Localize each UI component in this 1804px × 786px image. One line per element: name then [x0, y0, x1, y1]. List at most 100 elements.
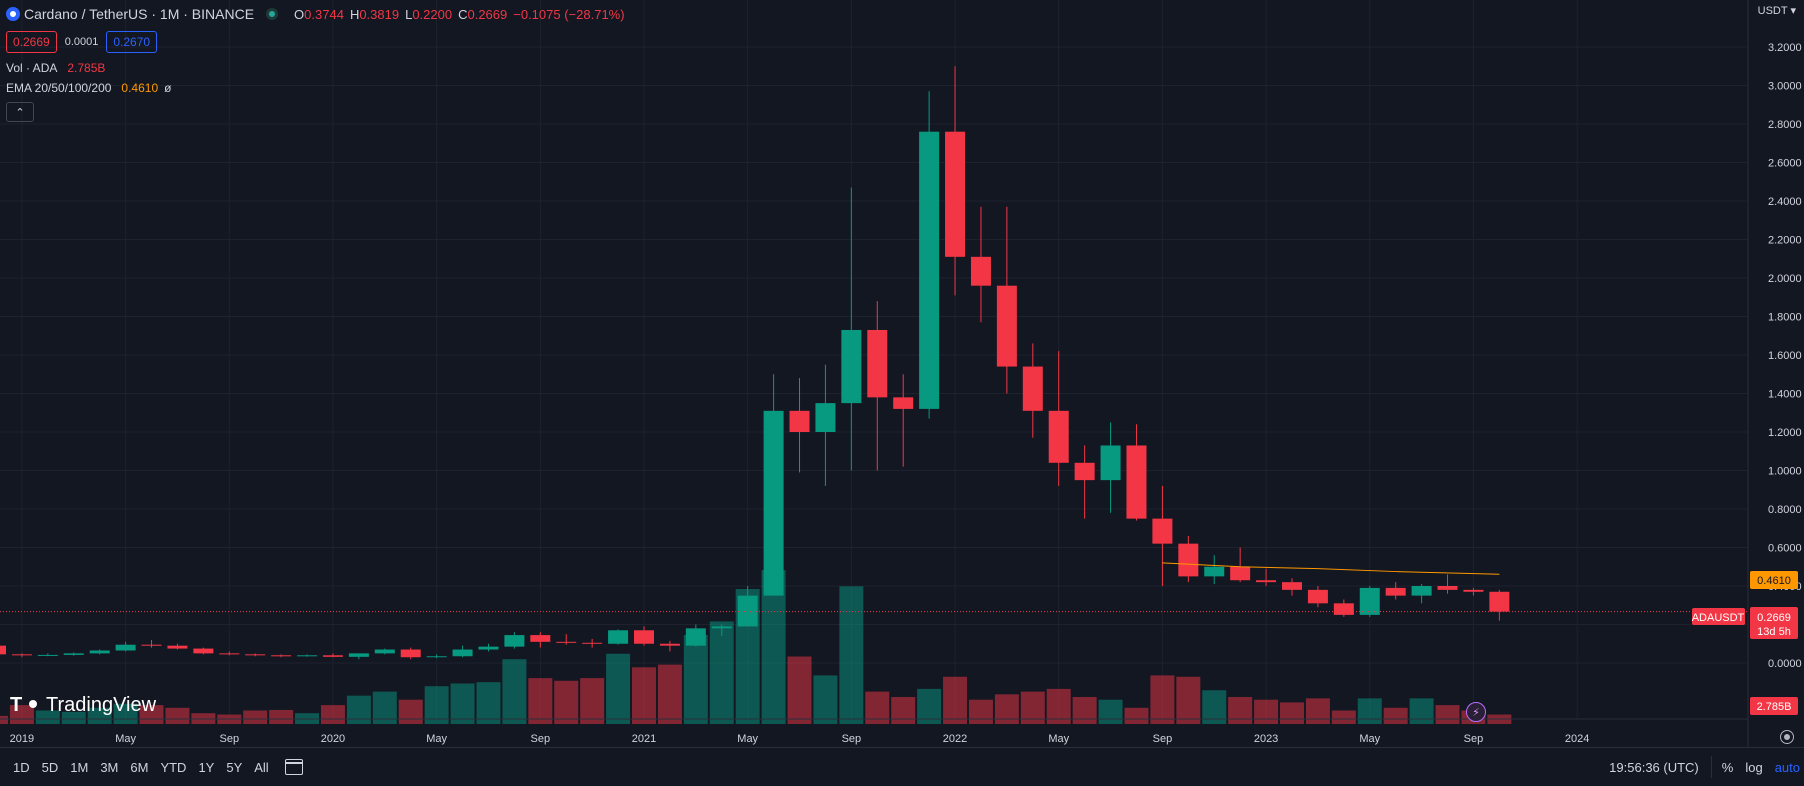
candle-body	[348, 653, 369, 657]
volume-bar	[994, 694, 1019, 724]
volume-bar	[1305, 698, 1330, 724]
volume-bar	[346, 695, 371, 724]
volume-bar	[502, 659, 527, 724]
timeframe-6m[interactable]: 6M	[130, 759, 149, 775]
candle-body	[426, 656, 447, 658]
volume-bar	[709, 621, 734, 724]
volume-bar	[1202, 690, 1227, 724]
price-tick-label: 3.0000	[1768, 81, 1802, 93]
volume-bar	[1124, 707, 1149, 724]
market-status-icon[interactable]	[266, 8, 279, 20]
volume-bar	[813, 675, 838, 724]
volume-indicator-value: 2.785B	[67, 61, 106, 75]
timeframe-5y[interactable]: 5Y	[226, 759, 243, 775]
ema-indicator-label[interactable]: EMA 20/50/100/200	[6, 81, 112, 95]
volume-bar	[424, 686, 449, 724]
candle-body	[763, 410, 784, 596]
volume-bar	[968, 699, 993, 724]
bottom-toolbar: 1D 5D 1M 3M 6M YTD 1Y 5Y All 19:56:36 (U…	[0, 747, 1804, 786]
candle-body	[1256, 580, 1277, 583]
candle-body	[1307, 589, 1328, 604]
candle-body	[685, 628, 706, 646]
price-tick-label: 0.6000	[1768, 543, 1802, 555]
buy-price-button[interactable]: 0.2670	[106, 31, 158, 53]
low-value: 0.2200	[412, 6, 453, 22]
volume-legend-row[interactable]: Vol · ADA 2.785B	[6, 58, 625, 78]
timeframe-ytd[interactable]: YTD	[160, 759, 187, 775]
time-tick-label: 2023	[1254, 733, 1278, 745]
candle-body	[11, 654, 32, 656]
price-tick-label: 0.8000	[1768, 504, 1802, 516]
utc-clock[interactable]: 19:56:36 (UTC)	[1609, 759, 1699, 775]
price-tick-label: 1.8000	[1768, 312, 1802, 324]
gear-icon[interactable]	[1780, 730, 1794, 744]
candle-body	[37, 654, 58, 656]
time-tick-label: Sep	[531, 733, 551, 745]
toolbar-right: 19:56:36 (UTC) % log auto	[1609, 748, 1804, 786]
volume-bar	[269, 709, 294, 724]
candle-body	[167, 645, 188, 649]
volume-bar	[683, 634, 708, 724]
volume-bar	[917, 688, 942, 724]
collapse-legend-button[interactable]: ⌃	[6, 102, 34, 122]
candle-body	[1048, 410, 1069, 463]
time-tick-label: May	[737, 733, 758, 745]
candle-body	[945, 131, 966, 257]
ema-legend-row[interactable]: EMA 20/50/100/200 0.4610 ø	[6, 78, 625, 98]
ema-tag-bg	[1750, 571, 1798, 589]
timeframe-5d[interactable]: 5D	[41, 759, 59, 775]
candle-body	[0, 645, 6, 655]
timeframe-1d[interactable]: 1D	[13, 759, 30, 775]
goto-date-icon[interactable]	[284, 759, 303, 775]
volume-bar	[1280, 702, 1304, 724]
volume-bar	[1072, 697, 1097, 724]
sell-price-button[interactable]: 0.2669	[6, 31, 57, 53]
close-value: 0.2669	[467, 6, 508, 22]
high-value: 0.3819	[359, 6, 400, 22]
timeframe-all[interactable]: All	[254, 759, 269, 775]
lightning-icon[interactable]: ⚡	[1466, 702, 1486, 722]
volume-bar	[1228, 697, 1253, 724]
candle-body	[452, 649, 473, 657]
high-label: H	[349, 6, 360, 22]
symbol-tag-bg	[1692, 608, 1745, 625]
candle-body	[1463, 589, 1484, 592]
timeframe-1y[interactable]: 1Y	[198, 759, 215, 775]
volume-bar	[320, 705, 345, 724]
log-scale-button[interactable]: log	[1745, 759, 1763, 775]
candle-body	[1230, 566, 1251, 581]
candle-body	[608, 630, 629, 644]
candle-body	[1385, 587, 1406, 596]
volume-bar	[787, 656, 812, 724]
auto-scale-button[interactable]: auto	[1774, 759, 1800, 775]
candle-body	[659, 643, 680, 646]
percent-scale-button[interactable]: %	[1721, 759, 1734, 775]
chart-legend: Cardano / TetherUS · 1M · BINANCE O 0.374…	[6, 4, 625, 122]
volume-bar	[165, 707, 190, 724]
volume-bar	[243, 710, 268, 724]
volume-tag: 2.785B	[1757, 701, 1792, 713]
price-tick-label: 2.8000	[1768, 119, 1802, 131]
price-chart[interactable]: 3.2000 3.0000 2.8000 2.6000 2.4000 2.2000 2.00…	[0, 0, 1804, 748]
volume-indicator-label[interactable]: Vol · ADA	[6, 61, 58, 75]
timeframe-3m[interactable]: 3M	[100, 759, 119, 775]
timeframe-1m[interactable]: 1M	[70, 759, 89, 775]
change-value: −0.1075 (−28.71%)	[513, 6, 625, 22]
time-tick-label: 2019	[10, 733, 34, 745]
symbol-title[interactable]: Cardano / TetherUS · 1M · BINANCE	[24, 6, 255, 22]
volume-bar	[1176, 676, 1201, 724]
time-axis[interactable]: 2019 May Sep 2020 May Sep 2021 May Sep 2022 May Sep…	[10, 733, 1590, 745]
candle-body	[478, 646, 499, 650]
volume-tag-bg	[1750, 697, 1798, 715]
chart-grid	[0, 0, 1748, 719]
volume-bar	[1098, 699, 1123, 724]
candle-body	[374, 649, 395, 654]
time-tick-label: Sep	[842, 733, 862, 745]
candle-body	[193, 648, 214, 654]
time-tick-label: May	[426, 733, 447, 745]
candle-body	[89, 650, 110, 654]
volume-bar	[943, 676, 968, 724]
currency-selector[interactable]: USDT ▾	[1758, 4, 1796, 17]
candle-body	[1437, 586, 1458, 590]
candle-body	[1359, 587, 1380, 615]
